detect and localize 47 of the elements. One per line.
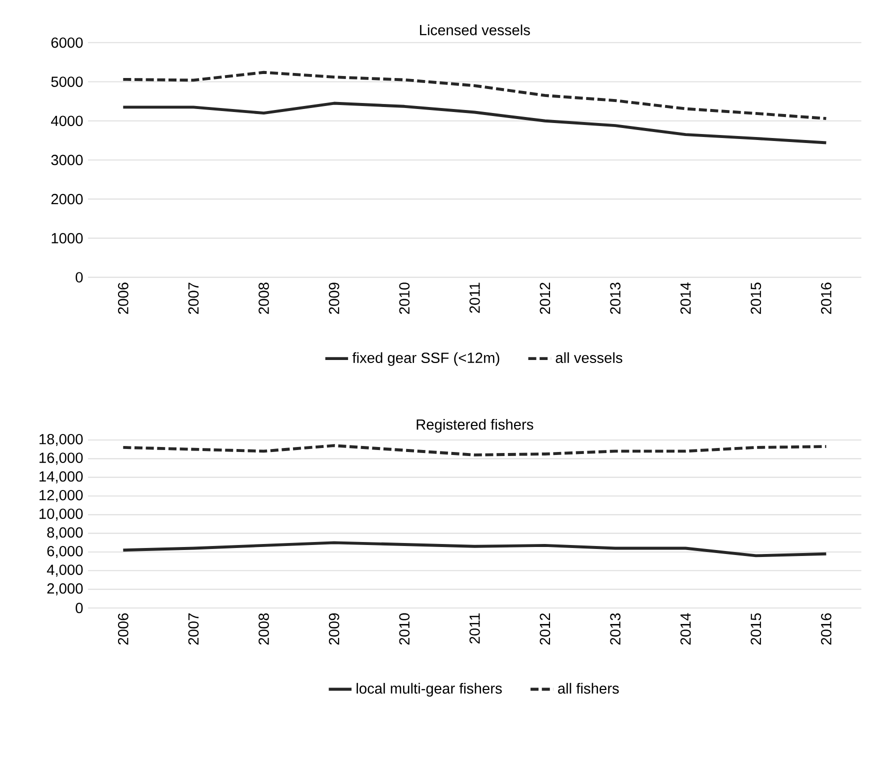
y-tick-label: 4000 — [51, 116, 83, 126]
y-tick-label: 5000 — [51, 76, 83, 87]
x-tick-label: 2009 — [328, 282, 340, 314]
y-tick-label: 0 — [76, 272, 83, 283]
y-tick-label: 4,000 — [46, 564, 83, 577]
x-tick-label: 2013 — [610, 613, 620, 645]
y-tick-label: 6000 — [51, 37, 83, 48]
x-tick-label: 2015 — [750, 282, 762, 314]
y-tick-label: 18,000 — [40, 434, 83, 446]
y-tick-label: 2000 — [51, 194, 83, 204]
line-series — [122, 102, 828, 144]
line-series — [122, 70, 828, 120]
x-tick-label: 2008 — [258, 282, 269, 314]
y-tick-label: 0 — [76, 602, 83, 614]
y-tick-label: 14,000 — [40, 471, 83, 484]
x-tick-label: 2015 — [750, 613, 762, 645]
x-tick-label: 2009 — [328, 613, 340, 645]
x-tick-label: 2007 — [188, 613, 199, 645]
legend-label: all fishers — [558, 682, 619, 694]
x-tick-label: 2016 — [821, 613, 832, 645]
x-tick-label: 2007 — [188, 282, 199, 314]
x-tick-label: 2014 — [680, 282, 691, 314]
legend-label: fixed gear SSF (<12m) — [352, 352, 500, 366]
x-tick-label: 2011 — [469, 282, 480, 313]
x-tick-label: 2011 — [470, 613, 480, 644]
y-tick-label: 2,000 — [47, 583, 83, 596]
x-tick-label: 2013 — [610, 282, 620, 314]
x-tick-label: 2012 — [540, 613, 550, 645]
y-tick-label: 3000 — [51, 154, 83, 166]
x-tick-label: 2006 — [118, 282, 128, 314]
chart-title: Licensed vessels — [420, 24, 530, 36]
y-tick-label: 16,000 — [40, 452, 83, 465]
legend-label: local multi-gear fishers — [356, 682, 502, 697]
x-tick-label: 2010 — [399, 282, 410, 314]
x-tick-label: 2014 — [680, 613, 691, 645]
chart-title: Registered fishers — [416, 418, 534, 433]
y-tick-label: 1000 — [52, 233, 83, 244]
x-tick-label: 2012 — [540, 282, 550, 314]
legend-label: all vessels — [556, 352, 622, 364]
x-tick-label: 2016 — [821, 282, 832, 314]
y-tick-label: 6,000 — [47, 546, 83, 558]
y-tick-label: 12,000 — [40, 490, 83, 502]
x-tick-label: 2010 — [399, 613, 410, 645]
y-tick-label: 8,000 — [47, 527, 83, 540]
x-tick-label: 2008 — [258, 613, 269, 645]
x-tick-label: 2006 — [118, 613, 128, 645]
y-tick-label: 10,000 — [40, 508, 83, 521]
